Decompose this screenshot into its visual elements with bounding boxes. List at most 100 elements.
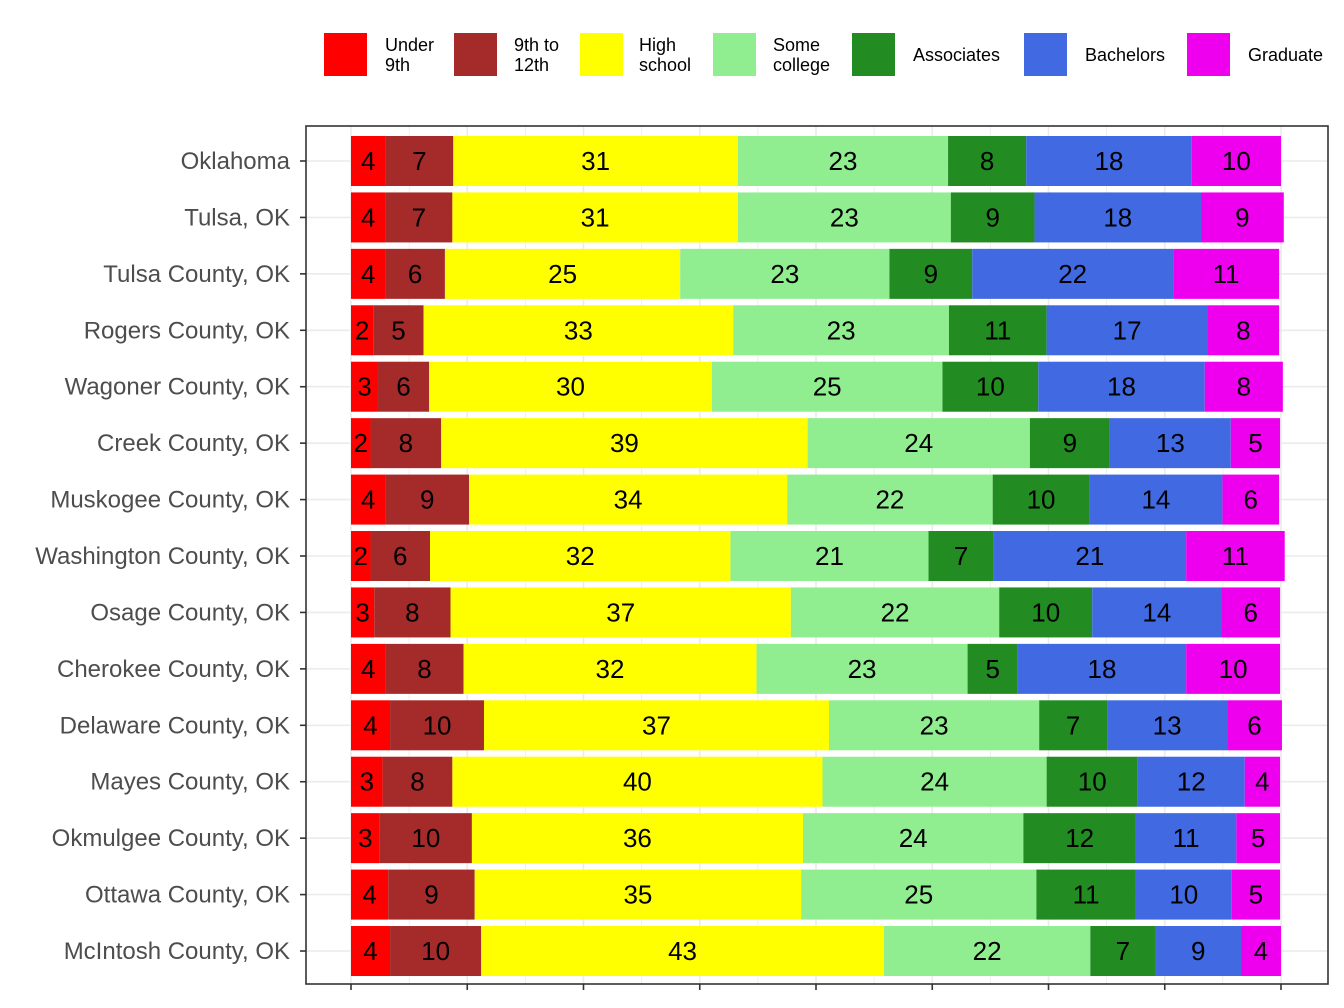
data-label: 5 <box>1251 823 1265 853</box>
data-label: 2 <box>354 541 368 571</box>
data-label: 3 <box>357 372 371 402</box>
data-label: 9 <box>924 259 938 289</box>
bar-segment <box>430 531 731 582</box>
bar-segment <box>351 305 374 356</box>
data-label: 8 <box>405 597 419 627</box>
data-label: 9 <box>985 202 999 232</box>
y-tick-label: Rogers County, OK <box>84 317 290 344</box>
data-label: 4 <box>361 202 375 232</box>
data-label: 39 <box>610 428 639 458</box>
bar-segment <box>790 587 1000 638</box>
bar-segment <box>801 869 1037 920</box>
data-label: 10 <box>1219 654 1248 684</box>
bar-segment <box>450 587 791 638</box>
y-tick-label: Washington County, OK <box>35 543 290 570</box>
bar-segment <box>1173 248 1280 299</box>
bar-segment <box>385 192 453 243</box>
data-label: 7 <box>1116 936 1130 966</box>
bar-segment <box>1236 813 1281 864</box>
legend-key <box>1024 33 1067 76</box>
data-label: 10 <box>1169 880 1198 910</box>
bar-segment <box>444 248 681 299</box>
bar-segment <box>385 248 445 299</box>
y-tick-label: Oklahoma <box>181 148 291 175</box>
bar-segment <box>883 926 1091 977</box>
data-label: 8 <box>410 767 424 797</box>
data-label: 6 <box>408 259 422 289</box>
bar-segment <box>385 136 454 186</box>
bar-segment <box>1029 418 1110 469</box>
y-tick-label: McIntosh County, OK <box>64 938 290 965</box>
bar-segment <box>379 813 472 864</box>
bar-segment <box>351 361 378 412</box>
bar-segment <box>1186 643 1281 694</box>
bar-segment <box>1036 869 1136 920</box>
data-label: 13 <box>1156 428 1185 458</box>
data-label: 32 <box>596 654 625 684</box>
bar-segment <box>370 531 431 582</box>
panel-border <box>305 125 1329 985</box>
data-label: 25 <box>548 259 577 289</box>
plot-panel: 4 7 31 23 8 18 104 7 31 23 9 18 94 6 25 23 9 22 112 5 33 23 11… <box>305 125 1329 990</box>
data-label: 4 <box>1255 767 1269 797</box>
data-label: 9 <box>420 485 434 515</box>
bar-segment <box>1204 361 1283 412</box>
data-label: 40 <box>623 767 652 797</box>
bar-segment <box>390 926 482 977</box>
bar-segment <box>950 192 1035 243</box>
bar-segment <box>452 756 823 807</box>
data-label: 23 <box>829 146 858 176</box>
y-tick-label: Tulsa County, OK <box>103 261 290 288</box>
bar-segment <box>822 756 1047 807</box>
data-label: 12 <box>1065 823 1094 853</box>
bar-segment <box>351 926 391 977</box>
data-label: 31 <box>581 202 610 232</box>
y-tick-label: Cherokee County, OK <box>57 656 290 683</box>
data-label: 23 <box>920 710 949 740</box>
legend-label: Bachelors <box>1085 45 1165 65</box>
bar-segment <box>351 813 380 864</box>
data-label: 33 <box>564 315 593 345</box>
data-label: 32 <box>566 541 595 571</box>
data-label: 7 <box>412 202 426 232</box>
bar-segment <box>948 305 1047 356</box>
data-label: 4 <box>361 146 375 176</box>
data-label: 12 <box>1177 767 1206 797</box>
data-label: 8 <box>399 428 413 458</box>
legend-key <box>580 33 623 76</box>
bar-segment <box>1046 756 1138 807</box>
data-label: 10 <box>1027 485 1056 515</box>
legend-key <box>454 33 497 76</box>
data-label: 10 <box>1222 146 1251 176</box>
data-label: 6 <box>1244 597 1258 627</box>
bar-segment <box>351 418 371 469</box>
data-label: 14 <box>1141 485 1170 515</box>
legend-key <box>324 33 367 76</box>
bar-segment <box>1039 700 1108 751</box>
bar-segment <box>829 700 1040 751</box>
data-label: 11 <box>1222 541 1249 571</box>
data-label: 3 <box>360 767 374 797</box>
bar-segment <box>351 248 386 299</box>
data-label: 21 <box>1075 541 1104 571</box>
data-label: 2 <box>355 315 369 345</box>
legend-label: Graduate <box>1248 45 1323 65</box>
data-label: 23 <box>848 654 877 684</box>
y-tick-label: Ottawa County, OK <box>85 882 290 909</box>
legend-label: High school <box>639 35 691 75</box>
legend-key <box>713 33 756 76</box>
data-label: 35 <box>623 880 652 910</box>
data-label: 10 <box>1078 767 1107 797</box>
bar-segment <box>1135 869 1232 920</box>
bar-segment <box>471 813 803 864</box>
bar-segment <box>382 756 453 807</box>
data-label: 5 <box>1248 428 1262 458</box>
data-label: 34 <box>614 485 643 515</box>
data-label: 9 <box>1235 202 1249 232</box>
bar-segment <box>737 136 949 186</box>
data-label: 22 <box>881 597 910 627</box>
bar-segment <box>1026 136 1192 186</box>
bar-segment <box>802 813 1024 864</box>
data-label: 24 <box>904 428 933 458</box>
